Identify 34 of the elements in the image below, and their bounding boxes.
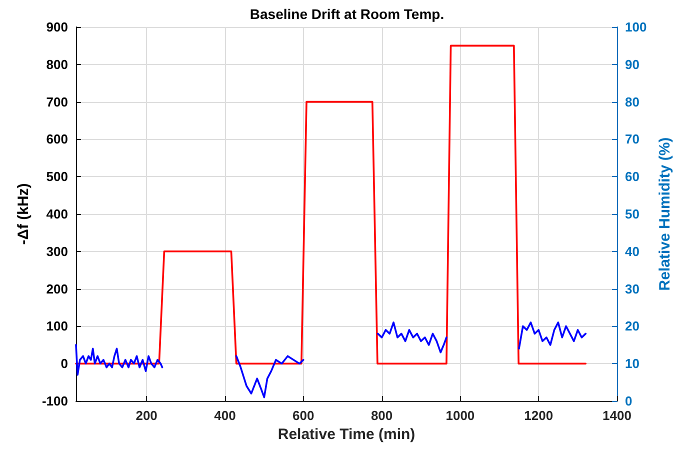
x-axis-title: Relative Time (min) xyxy=(278,426,416,443)
y-tick-label: 900 xyxy=(46,20,68,34)
y2-tick-label: 40 xyxy=(625,244,640,259)
y-tick-label: -100 xyxy=(42,394,68,408)
y-tick-label: 0 xyxy=(60,356,68,372)
y2-tick-label: 100 xyxy=(625,20,647,34)
x-tick-label: 800 xyxy=(370,408,393,423)
y2-tick-label: 30 xyxy=(625,281,640,296)
y-tick-label: 100 xyxy=(46,318,68,334)
y2-tick-label: 50 xyxy=(625,206,640,222)
x-tick-label: 1200 xyxy=(524,408,554,423)
y-axis-title: -Δf (kHz) xyxy=(15,183,32,245)
y-tick-label: 500 xyxy=(46,169,68,184)
x-tick-label: 600 xyxy=(292,408,314,423)
line-series xyxy=(75,44,587,364)
x-tick-label: 1000 xyxy=(446,408,475,423)
y-tick-label: 200 xyxy=(46,281,68,296)
y-tick-label: 700 xyxy=(46,94,68,110)
y2-tick-label: 90 xyxy=(625,56,640,72)
y2-tick-label: 60 xyxy=(625,169,640,184)
x-tick-label: 200 xyxy=(136,408,158,423)
y-tick-label: 600 xyxy=(46,132,68,147)
y2-tick-label: 70 xyxy=(625,132,640,147)
y2-tick-label: 0 xyxy=(625,394,632,408)
y-tick-label: 300 xyxy=(46,244,68,259)
x-tick-label: 1400 xyxy=(602,408,632,423)
y-tick-label: 400 xyxy=(46,206,68,222)
x-tick-label: 400 xyxy=(214,408,236,423)
chart-title: Baseline Drift at Room Temp. xyxy=(250,6,444,22)
y2-axis-title: Relative Humidity (%) xyxy=(656,137,674,291)
y2-tick-label: 80 xyxy=(625,94,640,110)
y2-tick-label: 10 xyxy=(625,356,640,372)
y2-tick-label: 20 xyxy=(625,318,640,334)
y-tick-label: 800 xyxy=(46,56,68,72)
